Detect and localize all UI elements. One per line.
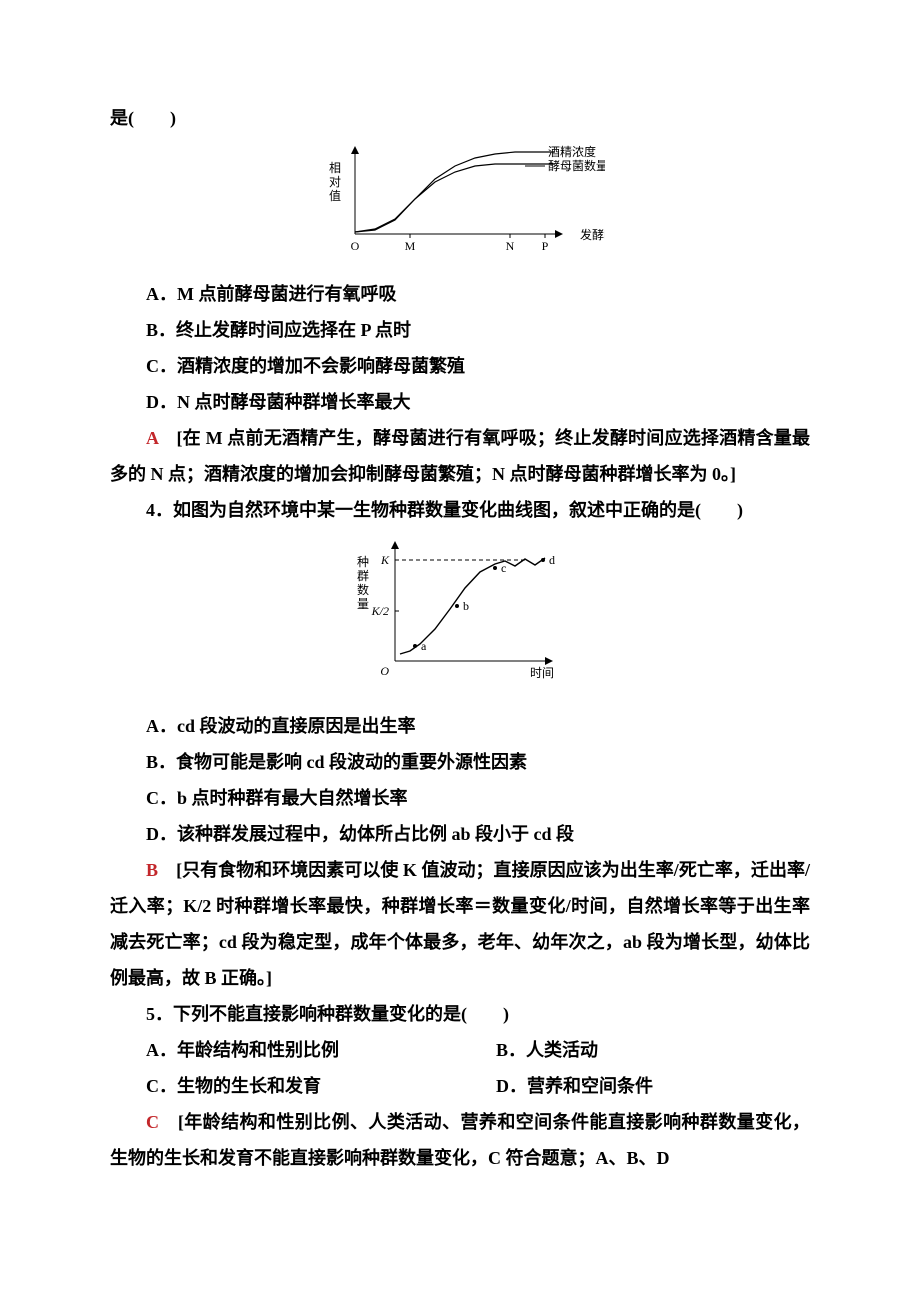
svg-text:d: d xyxy=(549,553,555,567)
svg-text:b: b xyxy=(463,599,469,613)
q5-row-ab: A．年龄结构和性别比例 B．人类活动 xyxy=(110,1032,810,1068)
svg-text:时间: 时间 xyxy=(530,666,554,680)
svg-text:发酵时间: 发酵时间 xyxy=(580,227,605,242)
q4-option-d: D．该种群发展过程中，幼体所占比例 ab 段小于 cd 段 xyxy=(110,816,810,852)
q3-stem-tail: 是( ) xyxy=(110,100,810,136)
chart1-svg: 相对值 O M N P 发酵时间 酒精浓度酵母菌数量 xyxy=(315,144,605,254)
page-body: 是( ) 相对值 O M N P 发酵时间 酒精浓度酵母菌数量 A．M 点前酵母菌进行有氧呼… xyxy=(0,0,920,1256)
q5-row-cd: C．生物的生长和发育 D．营养和空间条件 xyxy=(110,1068,810,1104)
q4-answer: B [只有食物和环境因素可以使 K 值波动；直接原因应该为出生率/死亡率，迁出率… xyxy=(110,852,810,996)
q4-option-a: A．cd 段波动的直接原因是出生率 xyxy=(110,708,810,744)
svg-text:种: 种 xyxy=(357,555,369,569)
svg-text:数: 数 xyxy=(357,582,369,597)
q5-option-d: D．营养和空间条件 xyxy=(460,1068,810,1104)
svg-text:O: O xyxy=(380,664,389,678)
svg-text:相: 相 xyxy=(329,161,341,175)
svg-text:群: 群 xyxy=(357,569,369,583)
q3-option-b: B．终止发酵时间应选择在 P 点时 xyxy=(110,312,810,348)
svg-text:酵母菌数量: 酵母菌数量 xyxy=(548,158,605,173)
q4-stem: 4．如图为自然环境中某一生物种群数量变化曲线图，叙述中正确的是( ) xyxy=(110,492,810,528)
svg-text:值: 值 xyxy=(329,188,341,203)
q5-option-b: B．人类活动 xyxy=(460,1032,810,1068)
q3-answer: A [在 M 点前无酒精产生，酵母菌进行有氧呼吸；终止发酵时间应选择酒精含量最多… xyxy=(110,420,810,492)
q3-answer-text: [在 M 点前无酒精产生，酵母菌进行有氧呼吸；终止发酵时间应选择酒精含量最多的 … xyxy=(110,428,810,484)
svg-text:c: c xyxy=(501,561,506,575)
chart2-wrap: 种群数量 O 时间 K K/2 a b c d xyxy=(110,536,810,698)
q5-answer-letter: C xyxy=(146,1112,159,1132)
q5-option-c: C．生物的生长和发育 xyxy=(110,1068,460,1104)
svg-text:K: K xyxy=(380,553,390,567)
q5-stem: 5．下列不能直接影响种群数量变化的是( ) xyxy=(110,996,810,1032)
q3-option-a: A．M 点前酵母菌进行有氧呼吸 xyxy=(110,276,810,312)
svg-text:K/2: K/2 xyxy=(371,604,389,618)
q3-option-d: D．N 点时酵母菌种群增长率最大 xyxy=(110,384,810,420)
svg-text:O: O xyxy=(351,239,360,253)
chart2-svg: 种群数量 O 时间 K K/2 a b c d xyxy=(345,536,575,686)
svg-text:N: N xyxy=(506,239,515,253)
q3-option-c: C．酒精浓度的增加不会影响酵母菌繁殖 xyxy=(110,348,810,384)
q5-answer: C [年龄结构和性别比例、人类活动、营养和空间条件能直接影响种群数量变化，生物的… xyxy=(110,1104,810,1176)
q5-answer-text: [年龄结构和性别比例、人类活动、营养和空间条件能直接影响种群数量变化，生物的生长… xyxy=(110,1112,810,1168)
svg-text:酒精浓度: 酒精浓度 xyxy=(548,144,596,159)
q4-answer-text: [只有食物和环境因素可以使 K 值波动；直接原因应该为出生率/死亡率，迁出率/迁… xyxy=(110,860,810,988)
q4-answer-letter: B xyxy=(146,860,158,880)
svg-text:P: P xyxy=(542,239,549,253)
chart1-wrap: 相对值 O M N P 发酵时间 酒精浓度酵母菌数量 xyxy=(110,144,810,266)
svg-text:a: a xyxy=(421,639,427,653)
q3-answer-letter: A xyxy=(146,428,158,448)
q5-option-a: A．年龄结构和性别比例 xyxy=(110,1032,460,1068)
svg-text:M: M xyxy=(405,239,416,253)
q4-option-b: B．食物可能是影响 cd 段波动的重要外源性因素 xyxy=(110,744,810,780)
svg-text:量: 量 xyxy=(357,597,369,611)
q4-option-c: C．b 点时种群有最大自然增长率 xyxy=(110,780,810,816)
svg-text:对: 对 xyxy=(329,175,341,189)
